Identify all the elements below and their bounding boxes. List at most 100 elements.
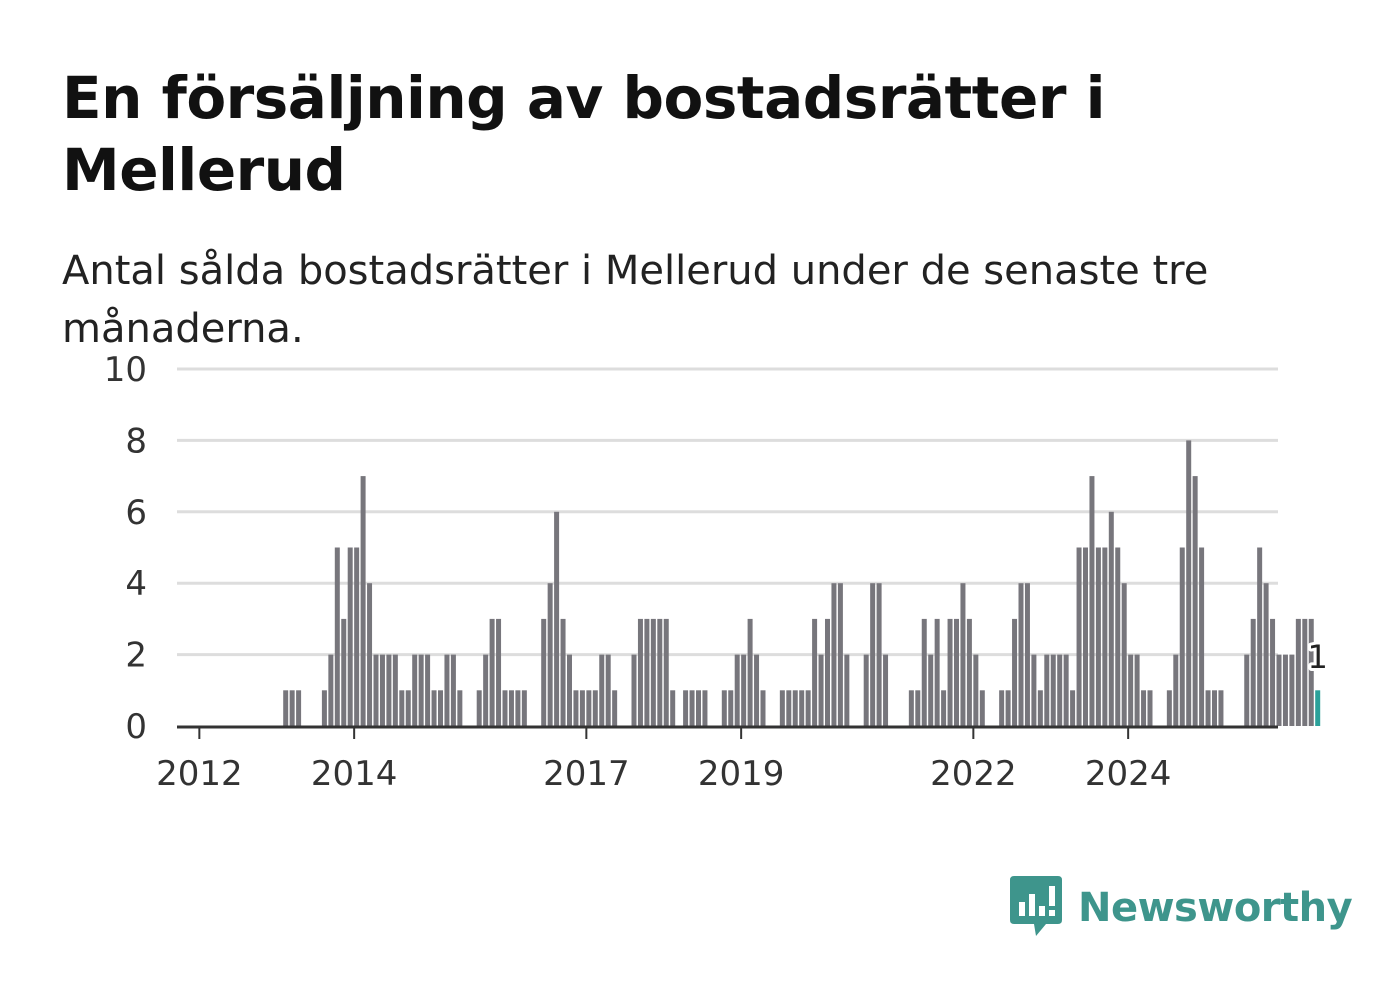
- bar: [1031, 654, 1037, 726]
- bar: [1302, 618, 1308, 726]
- bar: [863, 654, 869, 726]
- bar: [818, 654, 824, 726]
- bar: [799, 690, 805, 726]
- y-tick-label: 8: [125, 421, 147, 461]
- bar: [973, 654, 979, 726]
- bar: [418, 654, 424, 726]
- bar: [1173, 654, 1179, 726]
- y-tick-label: 6: [125, 493, 147, 533]
- bar: [1250, 618, 1256, 726]
- bar: [831, 583, 837, 726]
- x-tick-label: 2014: [311, 754, 398, 794]
- bar: [1076, 547, 1082, 726]
- bar: [1018, 583, 1024, 726]
- bar: [631, 654, 637, 726]
- bar: [360, 476, 366, 726]
- bar: [870, 583, 876, 726]
- bar: [792, 690, 798, 726]
- bar: [741, 654, 747, 726]
- bar: [805, 690, 811, 726]
- bar: [489, 618, 495, 726]
- data-label: 1: [1308, 638, 1328, 676]
- bar: [560, 618, 566, 726]
- bar: [412, 654, 418, 726]
- bar: [457, 690, 463, 726]
- bar: [1083, 547, 1088, 726]
- bar: [812, 618, 818, 726]
- bar: [599, 654, 605, 726]
- bar: [515, 690, 521, 726]
- bar: [379, 654, 385, 726]
- bar: [1089, 476, 1095, 726]
- bar: [347, 547, 353, 726]
- bar: [386, 654, 392, 726]
- bar: [760, 690, 766, 726]
- bar: [721, 690, 727, 726]
- bar: [696, 690, 701, 726]
- bar: [567, 654, 572, 726]
- bar: [450, 654, 456, 726]
- bar: [921, 618, 927, 726]
- bar: [1166, 690, 1172, 726]
- chart-subtitle: Antal sålda bostadsrätter i Mellerud und…: [62, 248, 1209, 352]
- bar: [1263, 583, 1269, 726]
- bar: [392, 654, 398, 726]
- bar: [825, 618, 830, 726]
- bar: [1179, 547, 1185, 726]
- gridlines: [177, 367, 1278, 657]
- bar: [1108, 511, 1114, 726]
- bar: [844, 654, 850, 726]
- bar: [1257, 547, 1263, 726]
- bar: [837, 583, 843, 726]
- bar: [650, 618, 656, 726]
- bar: [1218, 690, 1224, 726]
- bar: [496, 618, 502, 726]
- bar: [1037, 690, 1043, 726]
- bar: [908, 690, 914, 726]
- y-tick-label: 10: [104, 350, 147, 390]
- y-axis-ticks: 0 2 4 6 8 10: [104, 350, 147, 747]
- bar: [1102, 547, 1108, 726]
- bar: [541, 618, 547, 726]
- bar: [283, 690, 289, 726]
- bar: [612, 690, 618, 726]
- bar: [521, 690, 527, 726]
- bars: [283, 440, 1321, 726]
- brand-logo: Newsworthy: [1010, 876, 1353, 940]
- bar: [1205, 690, 1211, 726]
- bar: [915, 690, 921, 726]
- bar: [999, 690, 1005, 726]
- x-tick-label: 2022: [930, 754, 1017, 794]
- bar: [1050, 654, 1056, 726]
- bar: [502, 690, 508, 726]
- bar: [1282, 654, 1288, 726]
- x-tick-label: 2017: [543, 754, 630, 794]
- bar: [1115, 547, 1121, 726]
- x-tick-label: 2019: [698, 754, 785, 794]
- bar: [876, 583, 882, 726]
- bar: [1063, 654, 1069, 726]
- bar: [1012, 618, 1018, 726]
- bar: [328, 654, 334, 726]
- bar: [1289, 654, 1295, 726]
- bar: [1244, 654, 1250, 726]
- bar: [657, 618, 663, 726]
- bar: [663, 618, 669, 726]
- bar: [334, 547, 340, 726]
- bar: [605, 654, 611, 726]
- bar: [1057, 654, 1063, 726]
- bar: [431, 690, 437, 726]
- bar: [979, 690, 985, 726]
- bar: [1147, 690, 1153, 726]
- bar: [354, 547, 360, 726]
- bar: [883, 654, 889, 726]
- x-tick-label: 2012: [156, 754, 243, 794]
- bar: [1276, 654, 1282, 726]
- bar: [1186, 440, 1192, 726]
- bar: [786, 690, 792, 726]
- bar: [367, 583, 373, 726]
- bar: [1070, 690, 1076, 726]
- bar: [438, 690, 443, 726]
- bar: [683, 690, 689, 726]
